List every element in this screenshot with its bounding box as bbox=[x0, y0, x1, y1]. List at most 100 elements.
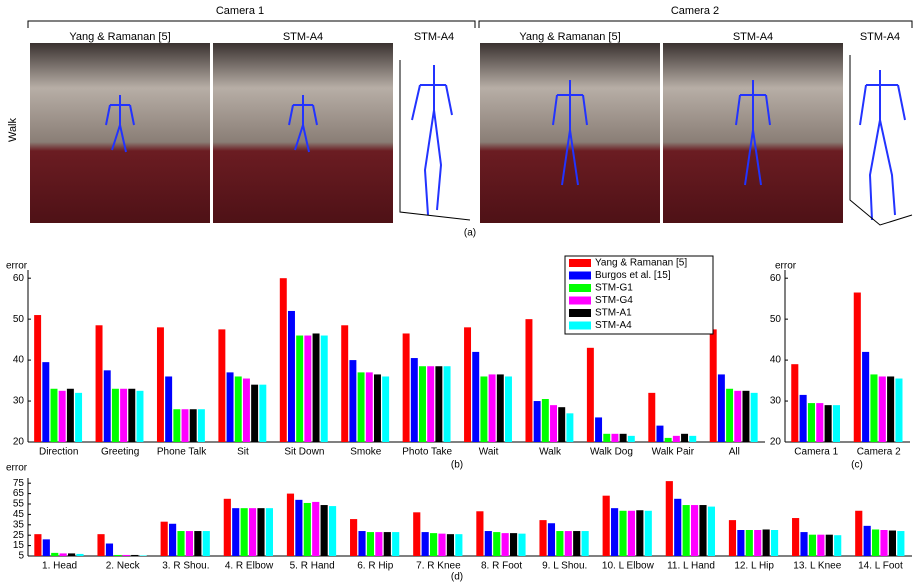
bar bbox=[265, 508, 273, 556]
bar bbox=[296, 335, 304, 442]
bar bbox=[674, 498, 682, 556]
panel-title: STM-A4 bbox=[733, 31, 773, 43]
x-tick-label: 8. R Foot bbox=[481, 561, 522, 572]
bar bbox=[232, 508, 240, 556]
bar bbox=[762, 529, 770, 556]
y-tick-label: 40 bbox=[13, 355, 25, 366]
legend-label: Burgos et al. [15] bbox=[595, 270, 671, 281]
bar bbox=[139, 555, 147, 556]
bar bbox=[173, 409, 181, 442]
bar bbox=[304, 335, 312, 442]
bar bbox=[501, 533, 509, 556]
bar bbox=[34, 534, 42, 556]
bar bbox=[287, 310, 295, 442]
bar bbox=[853, 292, 861, 442]
panel-title: STM-A4 bbox=[283, 31, 323, 43]
x-tick-label: 7. R Knee bbox=[416, 561, 461, 572]
x-tick-label: 10. L Elbow bbox=[602, 561, 655, 572]
y-tick-label: 5 bbox=[18, 551, 24, 562]
bar bbox=[455, 534, 463, 556]
bar bbox=[341, 325, 349, 442]
bar bbox=[156, 327, 164, 442]
bar bbox=[493, 532, 501, 556]
bar bbox=[807, 403, 815, 442]
y-tick-label: 40 bbox=[770, 355, 782, 366]
bar bbox=[799, 394, 807, 442]
bar bbox=[223, 498, 231, 556]
bar bbox=[699, 505, 707, 556]
bar bbox=[484, 531, 492, 556]
caption: (c) bbox=[851, 460, 863, 471]
bar bbox=[496, 374, 504, 442]
bar bbox=[880, 530, 888, 556]
y-axis-label: error bbox=[775, 261, 797, 272]
caption: (a) bbox=[464, 228, 476, 239]
legend-label: STM-A4 bbox=[595, 320, 632, 331]
bar bbox=[619, 433, 627, 442]
bar bbox=[128, 388, 136, 442]
bar bbox=[242, 378, 250, 442]
legend-swatch bbox=[569, 321, 591, 330]
bar bbox=[160, 521, 168, 556]
bar bbox=[251, 384, 259, 442]
y-tick-label: 30 bbox=[13, 396, 25, 407]
bar bbox=[518, 533, 526, 556]
bar bbox=[320, 505, 328, 556]
y-tick-label: 65 bbox=[13, 488, 25, 499]
y-tick-label: 15 bbox=[13, 540, 25, 551]
bar bbox=[895, 378, 903, 442]
y-tick-label: 35 bbox=[13, 519, 25, 530]
bar bbox=[664, 437, 672, 442]
bar bbox=[770, 530, 779, 556]
legend-swatch bbox=[569, 309, 591, 317]
x-tick-label: 3. R Shou. bbox=[162, 561, 209, 572]
x-tick-label: Wait bbox=[479, 447, 499, 458]
bracket bbox=[478, 20, 913, 28]
x-tick-label: All bbox=[729, 447, 740, 458]
bar bbox=[286, 493, 295, 556]
bar bbox=[410, 358, 418, 442]
photo bbox=[30, 43, 210, 223]
x-tick-label: 6. R Hip bbox=[357, 561, 394, 572]
bar bbox=[505, 376, 512, 442]
x-tick-label: Camera 2 bbox=[857, 447, 901, 458]
bar bbox=[834, 535, 842, 556]
bar bbox=[573, 531, 581, 556]
bar bbox=[472, 351, 480, 442]
bar bbox=[350, 519, 358, 556]
y-tick-label: 45 bbox=[13, 509, 25, 520]
bar bbox=[539, 520, 547, 556]
bar bbox=[59, 553, 67, 556]
x-tick-label: Phone Talk bbox=[157, 447, 207, 458]
bar bbox=[817, 534, 825, 556]
panel-title: STM-A4 bbox=[414, 31, 454, 43]
bar bbox=[234, 376, 242, 442]
y-axis-label: error bbox=[6, 463, 28, 474]
bar bbox=[863, 525, 871, 556]
legend-swatch bbox=[569, 271, 591, 280]
bar bbox=[435, 366, 443, 442]
legend-swatch bbox=[569, 284, 591, 292]
bar bbox=[34, 315, 42, 442]
frame bbox=[399, 55, 913, 226]
bar bbox=[427, 366, 435, 442]
bar bbox=[656, 425, 664, 442]
bar bbox=[737, 530, 745, 556]
bar bbox=[131, 554, 139, 556]
bar bbox=[185, 531, 194, 556]
panel-title: Yang & Ramanan [5] bbox=[69, 31, 170, 43]
bar bbox=[824, 405, 832, 442]
bar bbox=[603, 433, 611, 442]
x-tick-label: Greeting bbox=[101, 447, 139, 458]
bar bbox=[627, 435, 635, 442]
x-tick-label: 1. Head bbox=[42, 561, 77, 572]
bar bbox=[257, 508, 265, 556]
bar bbox=[791, 364, 799, 442]
bar bbox=[636, 510, 644, 556]
bar bbox=[464, 327, 472, 442]
x-tick-label: Sit Down bbox=[284, 447, 324, 458]
bar bbox=[103, 370, 111, 442]
bar bbox=[189, 409, 197, 442]
legend-label: STM-G1 bbox=[595, 283, 633, 294]
